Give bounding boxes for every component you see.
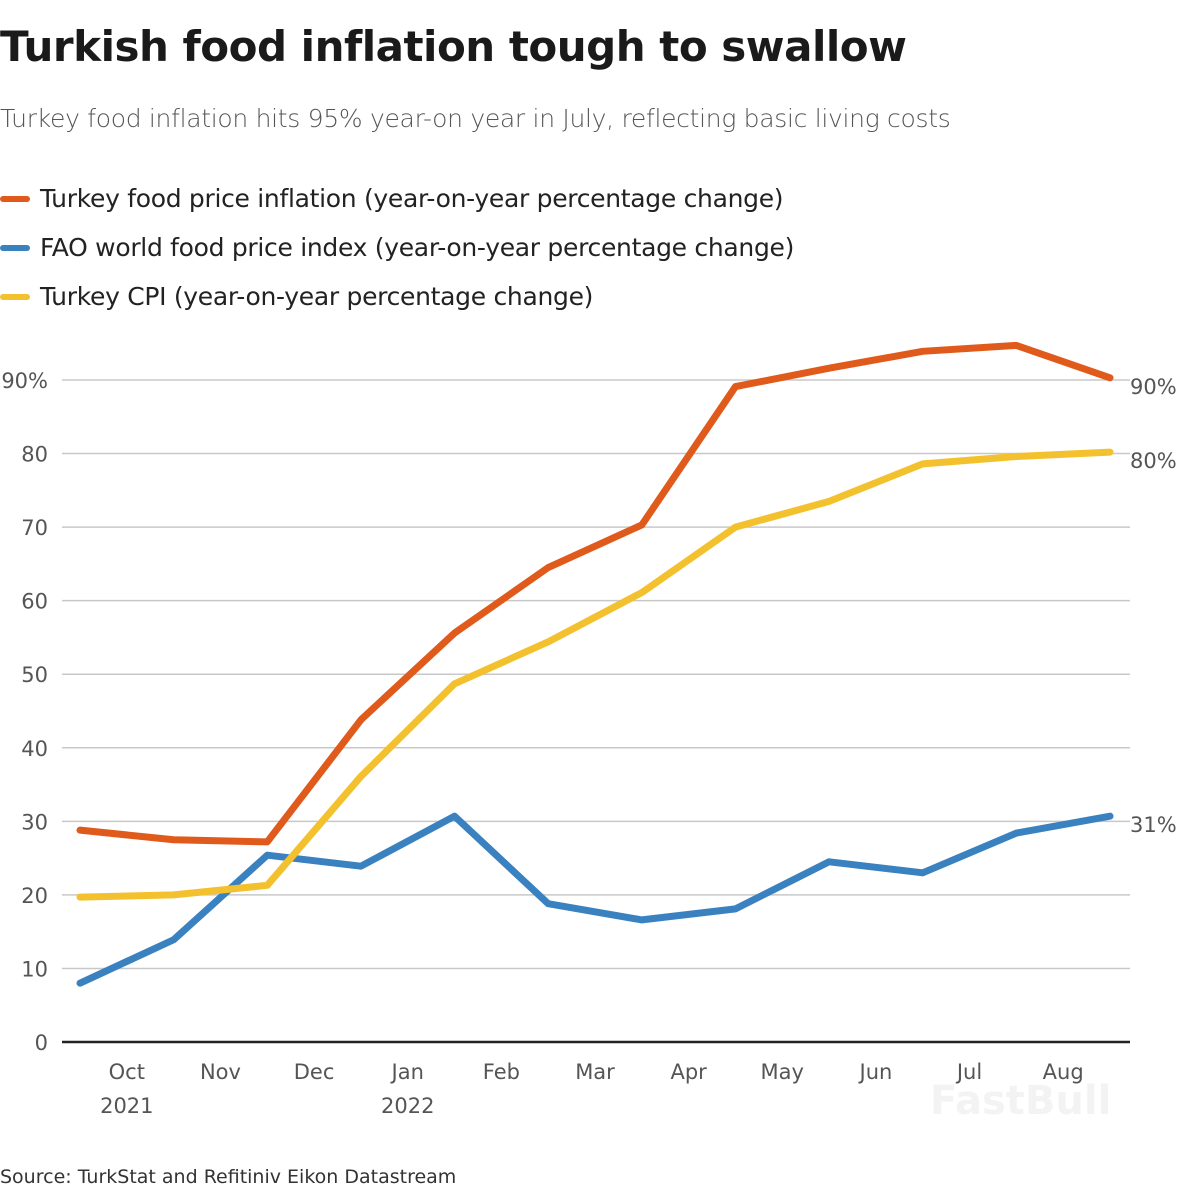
x-tick-label: Dec [294,1060,335,1084]
y-tick-label: 10 [21,957,48,981]
x-tick-label: Jun [858,1060,893,1084]
x-tick-label: Apr [670,1060,707,1084]
y-tick-label: 40 [21,737,48,761]
y-tick-label: 50 [21,663,48,687]
y-tick-label: 0 [35,1031,48,1055]
chart-subtitle: Turkey food inflation hits 95% year-on y… [0,104,951,133]
chart-title: Turkish food inflation tough to swallow [0,22,907,71]
legend-label: FAO world food price index (year-on-year… [40,233,795,262]
legend-item-fao: FAO world food price index (year-on-year… [0,233,794,262]
watermark: FastBull [930,1078,1112,1124]
legend-swatch [0,293,30,300]
x-tick-label: Aug [1043,1060,1084,1084]
y-tick-label: 70 [21,516,48,540]
x-tick-label: Oct [109,1060,145,1084]
x-tick-year-label: 2022 [381,1094,434,1118]
x-tick-label: Feb [483,1060,520,1084]
series-line [76,341,1114,846]
y-tick-label: 90% [1,369,48,393]
end-value-label: 90% [1130,375,1177,399]
x-tick-label: May [761,1060,804,1084]
legend-swatch [0,244,30,251]
legend-item-turkey-cpi: Turkey CPI (year-on-year percentage chan… [0,282,593,311]
series-line [76,448,1114,901]
legend-swatch [0,195,30,202]
y-tick-label: 60 [21,590,48,614]
x-tick-label: Mar [575,1060,615,1084]
x-tick-label: Nov [200,1060,241,1084]
y-tick-label: 20 [21,884,48,908]
legend-label: Turkey food price inflation (year-on-yea… [40,184,784,213]
y-tick-label: 30 [21,810,48,834]
y-tick-label: 80 [21,443,48,467]
legend-label: Turkey CPI (year-on-year percentage chan… [40,282,594,311]
x-tick-year-label: 2021 [100,1094,153,1118]
end-value-label: 31% [1130,813,1177,837]
x-tick-label: Jul [955,1060,982,1084]
source-note: Source: TurkStat and Refitiniv Eikon Dat… [0,1166,457,1188]
series-line [76,812,1114,987]
end-value-label: 80% [1130,449,1177,473]
x-tick-label: Jan [390,1060,424,1084]
legend-item-turkey-food: Turkey food price inflation (year-on-yea… [0,184,784,213]
